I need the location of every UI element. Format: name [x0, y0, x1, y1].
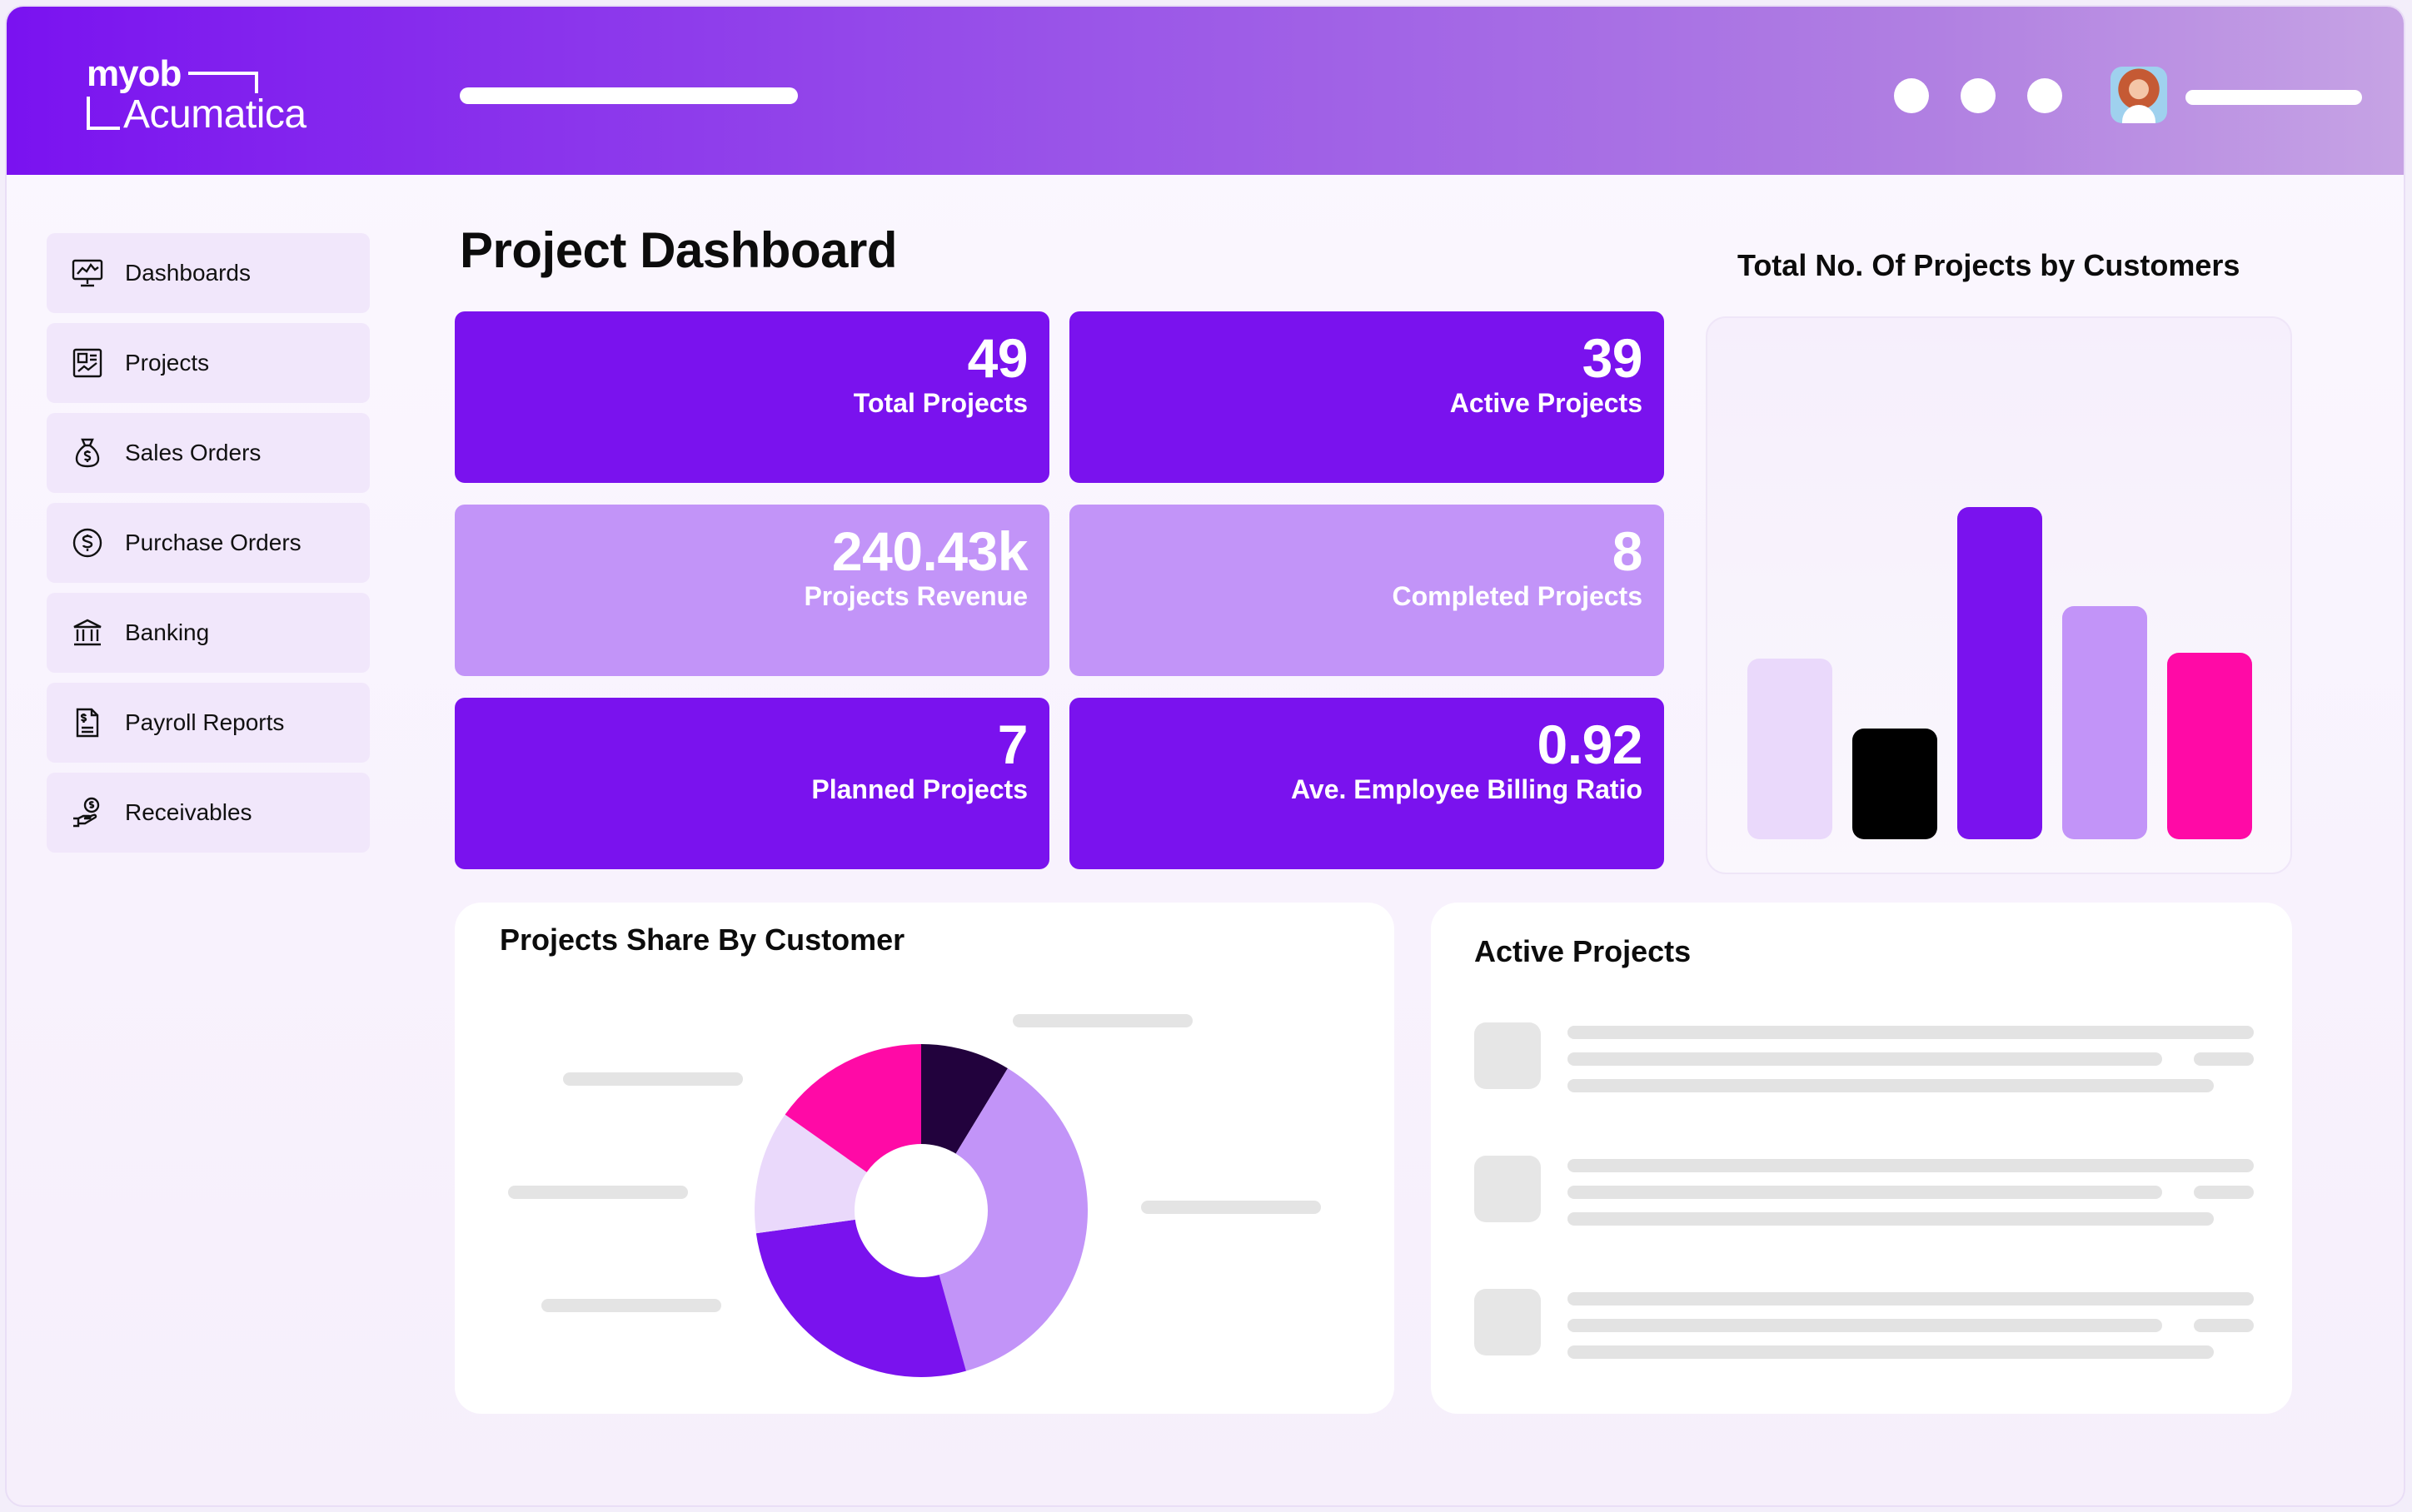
top-navigation-bar: myob Acumatica: [7, 7, 2404, 175]
sidebar-item-projects[interactable]: Projects: [47, 323, 370, 403]
kpi-value: 49: [967, 327, 1029, 389]
donut-slice-3[interactable]: [755, 1219, 966, 1377]
sidebar-item-label: Payroll Reports: [125, 709, 285, 735]
project-thumbnail-placeholder: [1474, 1156, 1541, 1222]
project-line-placeholder: [2194, 1319, 2254, 1332]
project-line-placeholder: [1567, 1186, 2162, 1199]
money-bag-icon: [70, 435, 105, 470]
kpi-caption: Total Projects: [853, 388, 1028, 418]
donut-slice-4[interactable]: [755, 1114, 867, 1234]
sidebar-item-label: Projects: [125, 350, 210, 376]
legend-placeholder-2: [563, 1072, 743, 1086]
page-title: Project Dashboard: [460, 222, 897, 278]
dollar-circle-icon: [70, 525, 105, 560]
myob-acumatica-logo[interactable]: myob Acumatica: [82, 53, 348, 145]
donut-slice-1[interactable]: [921, 1044, 1008, 1154]
project-thumbnail-placeholder: [1474, 1289, 1541, 1355]
kpi-value: 7: [997, 714, 1029, 775]
header-dot-1-icon[interactable]: [1894, 78, 1929, 113]
user-name-placeholder[interactable]: [2185, 90, 2362, 105]
search-bar-placeholder[interactable]: [460, 87, 798, 104]
project-line-placeholder: [1567, 1079, 2214, 1092]
bar-chart-panel: [1706, 316, 2292, 874]
bank-icon: [70, 615, 105, 650]
kpi-card-projects-revenue[interactable]: 240.43k Projects Revenue: [455, 505, 1049, 676]
kpi-card-billing-ratio[interactable]: 0.92 Ave. Employee Billing Ratio: [1069, 698, 1664, 869]
app-window: myob Acumatica Dashboards: [5, 5, 2405, 1507]
kpi-value: 0.92: [1537, 714, 1643, 775]
kpi-card-total-projects[interactable]: 49 Total Projects: [455, 311, 1049, 483]
sidebar-item-sales-orders[interactable]: Sales Orders: [47, 413, 370, 493]
logo-bracket-bottom: [87, 97, 120, 130]
avatar-body-shape: [2122, 105, 2155, 123]
kpi-value: 240.43k: [831, 520, 1029, 582]
active-projects-panel: Active Projects: [1431, 903, 2292, 1414]
project-line-placeholder: [1567, 1212, 2214, 1226]
bar-3[interactable]: [1957, 507, 2042, 839]
sidebar-item-label: Banking: [125, 619, 210, 645]
user-avatar[interactable]: [2110, 67, 2167, 123]
legend-placeholder-3: [508, 1186, 688, 1199]
projects-board-icon: [70, 346, 105, 380]
project-line-placeholder: [1567, 1052, 2162, 1066]
bar-2[interactable]: [1852, 729, 1937, 839]
legend-placeholder-1: [1013, 1014, 1193, 1027]
project-thumbnail-placeholder: [1474, 1022, 1541, 1089]
project-line-placeholder: [2194, 1186, 2254, 1199]
bar-5[interactable]: [2167, 653, 2252, 839]
donut-slice-5[interactable]: [785, 1044, 921, 1172]
project-line-placeholder: [1567, 1159, 2254, 1172]
sidebar-item-receivables[interactable]: Receivables: [47, 773, 370, 853]
sidebar-item-purchase-orders[interactable]: Purchase Orders: [47, 503, 370, 583]
sidebar-item-label: Purchase Orders: [125, 530, 302, 555]
bar-chart-title: Total No. Of Projects by Customers: [1737, 248, 2240, 282]
header-dot-2-icon[interactable]: [1961, 78, 1996, 113]
kpi-caption: Completed Projects: [1392, 581, 1642, 611]
donut-slice-2[interactable]: [939, 1068, 1088, 1371]
kpi-caption: Ave. Employee Billing Ratio: [1290, 774, 1642, 804]
logo-bracket-top: [188, 72, 258, 93]
project-line-placeholder: [1567, 1319, 2162, 1332]
project-line-placeholder: [2194, 1052, 2254, 1066]
project-line-placeholder: [1567, 1292, 2254, 1306]
kpi-caption: Active Projects: [1449, 388, 1642, 418]
projects-share-title: Projects Share By Customer: [500, 923, 905, 957]
kpi-card-completed-projects[interactable]: 8 Completed Projects: [1069, 505, 1664, 676]
sidebar-item-label: Receivables: [125, 799, 252, 825]
kpi-value: 39: [1582, 327, 1643, 389]
projects-share-panel: Projects Share By Customer: [455, 903, 1394, 1414]
payroll-document-icon: [70, 705, 105, 740]
kpi-caption: Planned Projects: [811, 774, 1028, 804]
sidebar-item-label: Dashboards: [125, 260, 251, 286]
header-dot-3-icon[interactable]: [2027, 78, 2062, 113]
logo-text-acumatica: Acumatica: [123, 92, 306, 137]
donut-chart: [755, 1044, 1088, 1377]
bar-chart: [1747, 507, 2252, 839]
legend-placeholder-5: [541, 1299, 721, 1312]
active-projects-title: Active Projects: [1474, 934, 1692, 968]
logo-text-myob: myob: [87, 53, 182, 94]
sidebar-item-dashboards[interactable]: Dashboards: [47, 233, 370, 313]
kpi-value: 8: [1612, 520, 1643, 582]
kpi-card-active-projects[interactable]: 39 Active Projects: [1069, 311, 1664, 483]
project-line-placeholder: [1567, 1345, 2214, 1359]
sidebar-item-payroll-reports[interactable]: Payroll Reports: [47, 683, 370, 763]
kpi-caption: Projects Revenue: [804, 581, 1028, 611]
sidebar-item-label: Sales Orders: [125, 440, 262, 465]
legend-placeholder-4: [1141, 1201, 1321, 1214]
hand-coin-icon: [70, 795, 105, 830]
kpi-card-planned-projects[interactable]: 7 Planned Projects: [455, 698, 1049, 869]
bar-4[interactable]: [2062, 606, 2147, 839]
sidebar-item-banking[interactable]: Banking: [47, 593, 370, 673]
bar-1[interactable]: [1747, 659, 1832, 839]
project-line-placeholder: [1567, 1026, 2254, 1039]
dashboard-monitor-icon: [70, 256, 105, 291]
